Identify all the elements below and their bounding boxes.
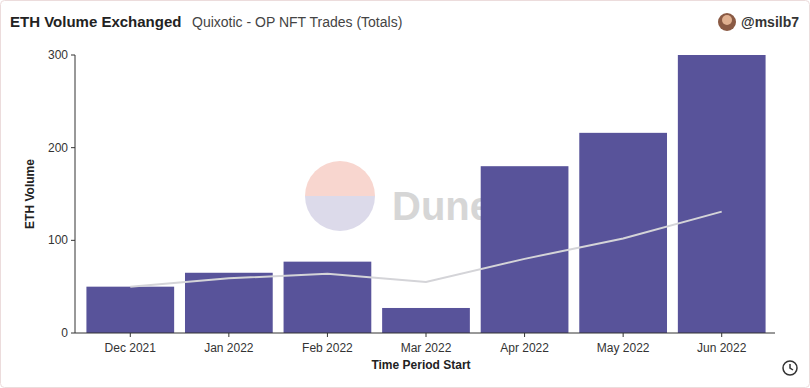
x-tick-label: Dec 2021 [105, 341, 157, 355]
x-tick [228, 333, 229, 337]
x-tick [623, 333, 624, 337]
x-tick [524, 333, 525, 337]
avatar-face [722, 15, 732, 25]
bar [284, 262, 372, 333]
clock-icon [783, 361, 797, 375]
x-tick-label: Mar 2022 [401, 341, 452, 355]
frame [1, 1, 810, 388]
y-tick [71, 147, 75, 148]
y-tick-label: 100 [48, 233, 68, 247]
y-tick [71, 55, 75, 56]
x-tick-label: Jan 2022 [204, 341, 254, 355]
y-tick [71, 240, 75, 241]
x-tick [327, 333, 328, 337]
x-tick-label: May 2022 [597, 341, 650, 355]
x-axis-title: Time Period Start [371, 358, 470, 372]
bar [86, 287, 174, 333]
x-tick [426, 333, 427, 337]
bar [579, 133, 667, 333]
watermark-logo [305, 196, 375, 231]
y-tick-label: 0 [61, 326, 68, 340]
author: @msilb7 [741, 14, 799, 30]
bar [481, 166, 569, 333]
x-tick-label: Apr 2022 [500, 341, 549, 355]
marks [86, 55, 765, 333]
chart: ETH Volume Exchanged Quixotic - OP NFT Tr… [0, 0, 810, 388]
x-tick-label: Jun 2022 [697, 341, 747, 355]
y-tick [71, 333, 75, 334]
x-tick [130, 333, 131, 337]
avatar [718, 13, 736, 31]
subtitle: Quixotic - OP NFT Trades (Totals) [192, 14, 402, 30]
x-tick [721, 333, 722, 337]
bar [382, 308, 470, 333]
watermark-text: Dune [392, 184, 492, 228]
y-tick-label: 200 [48, 141, 68, 155]
watermark: Dune [305, 161, 492, 231]
watermark-logo [305, 161, 375, 196]
bar [678, 55, 766, 333]
clock-face [783, 361, 797, 375]
y-axis-line [75, 55, 76, 333]
x-axis-line [75, 333, 775, 334]
title: ETH Volume Exchanged [10, 13, 181, 30]
y-tick-label: 300 [48, 48, 68, 62]
x-tick-label: Feb 2022 [302, 341, 353, 355]
y-axis-title: ETH Volume [23, 159, 37, 229]
line [130, 212, 721, 287]
clock-hands [790, 364, 793, 370]
